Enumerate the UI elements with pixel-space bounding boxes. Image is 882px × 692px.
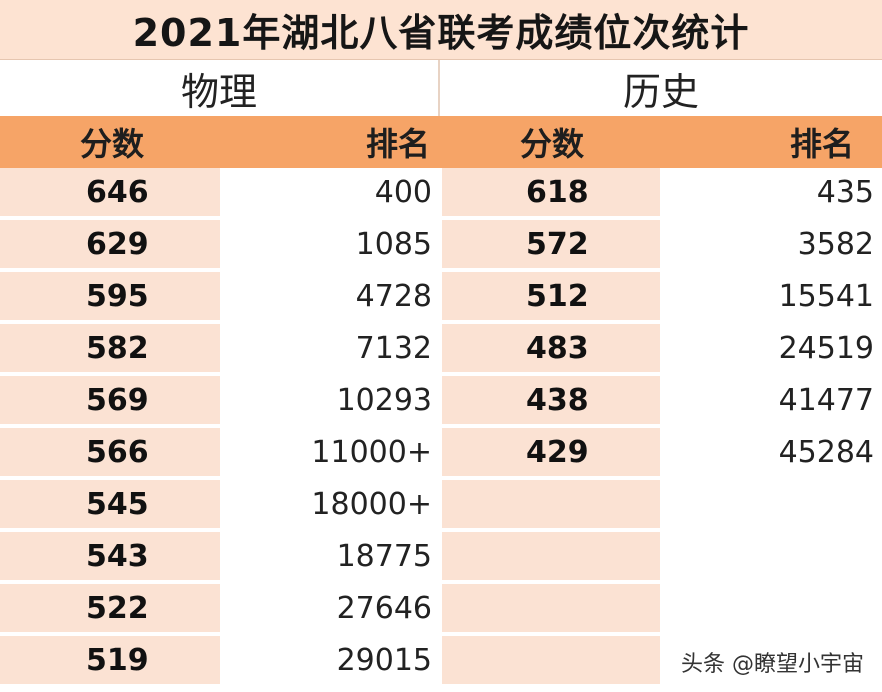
physics-rank-cell: 10293 [222,376,440,424]
history-empty-cell [662,480,882,528]
table-row: 543 18775 [0,532,882,582]
history-rank-cell: 435 [662,168,882,216]
table-row: 545 18000+ [0,480,882,530]
physics-score-cell: 595 [0,272,220,320]
physics-score-cell: 522 [0,584,220,632]
physics-score-cell: 646 [0,168,220,216]
physics-rank-header: 排名 [366,125,431,163]
history-rank-cell: 3582 [662,220,882,268]
history-rank-cell: 45284 [662,428,882,476]
table-title: 2021年湖北八省联考成绩位次统计 [0,0,882,60]
table-row: 522 27646 [0,584,882,634]
history-rank-cell: 24519 [662,324,882,372]
history-score-cell: 438 [442,376,660,424]
physics-rank-cell: 7132 [222,324,440,372]
history-empty-cell [442,584,660,632]
history-empty-cell [442,480,660,528]
history-rank-cell: 41477 [662,376,882,424]
history-empty-cell [662,532,882,580]
table-row: 582 7132 483 24519 [0,324,882,374]
physics-subject-label: 物理 [0,60,440,116]
physics-rank-cell: 27646 [222,584,440,632]
table-row: 566 11000+ 429 45284 [0,428,882,478]
physics-rank-cell: 18775 [222,532,440,580]
physics-score-cell: 543 [0,532,220,580]
physics-rank-cell: 29015 [222,636,440,684]
physics-score-cell: 519 [0,636,220,684]
physics-rank-cell: 400 [222,168,440,216]
history-empty-cell [662,584,882,632]
physics-rank-cell: 1085 [222,220,440,268]
history-score-cell: 572 [442,220,660,268]
history-score-header: 分数 [520,125,585,163]
history-score-cell: 618 [442,168,660,216]
table-row: 629 1085 572 3582 [0,220,882,270]
history-subject-label: 历史 [440,60,882,116]
physics-score-cell: 582 [0,324,220,372]
history-empty-cell [442,636,660,684]
physics-score-cell: 545 [0,480,220,528]
history-empty-cell [442,532,660,580]
column-header-row: 分数 排名 分数 排名 [0,116,882,168]
history-score-cell: 429 [442,428,660,476]
history-score-cell: 483 [442,324,660,372]
history-rank-header: 排名 [790,125,855,163]
source-watermark: 头条 @瞭望小宇宙 [681,646,864,678]
physics-rank-cell: 18000+ [222,480,440,528]
physics-rank-cell: 4728 [222,272,440,320]
history-score-cell: 512 [442,272,660,320]
physics-score-header: 分数 [80,125,145,163]
table-row: 595 4728 512 15541 [0,272,882,322]
table-row: 569 10293 438 41477 [0,376,882,426]
history-rank-cell: 15541 [662,272,882,320]
table-row: 646 400 618 435 [0,168,882,218]
physics-score-cell: 569 [0,376,220,424]
physics-rank-cell: 11000+ [222,428,440,476]
physics-score-cell: 629 [0,220,220,268]
physics-score-cell: 566 [0,428,220,476]
